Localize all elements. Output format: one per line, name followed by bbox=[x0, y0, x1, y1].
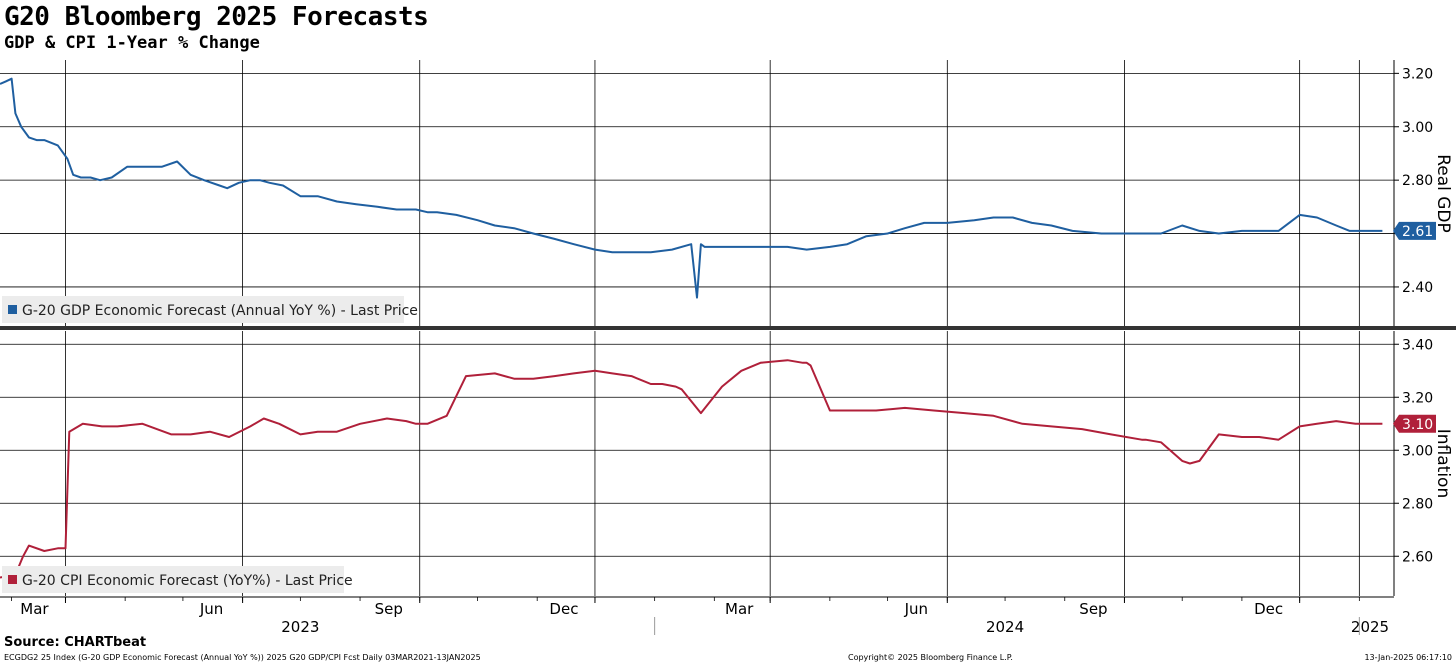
x-tick-label: Dec bbox=[549, 600, 578, 618]
x-tick-label: Jun bbox=[904, 600, 928, 618]
legend-label: G-20 GDP Economic Forecast (Annual YoY %… bbox=[22, 303, 418, 319]
y-tick-label: 3.00 bbox=[1402, 443, 1433, 459]
last-value-badge bbox=[1393, 221, 1436, 240]
y-tick-label: 3.20 bbox=[1402, 390, 1433, 406]
y-tick-label: 2.60 bbox=[1402, 549, 1433, 565]
x-tick-label: Mar bbox=[20, 600, 49, 618]
y-axis-label: Real GDP bbox=[1433, 154, 1453, 233]
last-value-label: 3.10 bbox=[1402, 417, 1433, 433]
x-year-label: 2023 bbox=[281, 618, 319, 636]
x-tick-label: Sep bbox=[1079, 600, 1107, 618]
x-axis: Mar Jun Sep Dec Mar Jun Sep Dec 2023 2024 2025 bbox=[0, 596, 1394, 636]
y-tick-label: 3.40 bbox=[1402, 337, 1433, 353]
footer-copyright: Copyright© 2025 Bloomberg Finance L.P. bbox=[848, 653, 1013, 662]
y-tick-label: 3.20 bbox=[1402, 66, 1433, 82]
series-line bbox=[0, 77, 1383, 299]
y-tick-label: 3.00 bbox=[1402, 120, 1433, 136]
x-year-label: 2024 bbox=[986, 618, 1024, 636]
legend-swatch bbox=[8, 575, 17, 584]
legend-background bbox=[2, 296, 404, 323]
chart-title: G20 Bloomberg 2025 Forecasts bbox=[4, 2, 429, 32]
legend-background bbox=[2, 566, 344, 593]
last-value-label: 2.61 bbox=[1402, 224, 1433, 240]
y-tick-label: 2.80 bbox=[1402, 496, 1433, 512]
x-tick-label: Mar bbox=[725, 600, 754, 618]
x-tick-label: Jun bbox=[199, 600, 223, 618]
legend: G-20 CPI Economic Forecast (YoY%) - Last… bbox=[2, 566, 353, 593]
footer-timestamp: 13-Jan-2025 06:17:10 bbox=[1364, 653, 1452, 662]
legend-label: G-20 CPI Economic Forecast (YoY%) - Last… bbox=[22, 573, 353, 589]
x-year-label: 2025 bbox=[1351, 618, 1389, 636]
panel-divider bbox=[0, 326, 1456, 330]
x-tick-label: Sep bbox=[375, 600, 403, 618]
series-line bbox=[0, 359, 1383, 579]
y-tick-label: 2.40 bbox=[1402, 280, 1433, 296]
legend: G-20 GDP Economic Forecast (Annual YoY %… bbox=[2, 296, 418, 323]
last-value-badge bbox=[1393, 414, 1436, 433]
y-axis-label: Inflation bbox=[1433, 429, 1453, 498]
source-note: Source: CHARTbeat bbox=[4, 635, 147, 650]
y-tick-label: 2.80 bbox=[1402, 173, 1433, 189]
x-tick-label: Dec bbox=[1254, 600, 1283, 618]
legend-swatch bbox=[8, 305, 17, 314]
footer-left: ECGDG2 25 Index (G-20 GDP Economic Forec… bbox=[4, 653, 481, 662]
chart-subtitle: GDP & CPI 1-Year % Change bbox=[4, 33, 260, 53]
